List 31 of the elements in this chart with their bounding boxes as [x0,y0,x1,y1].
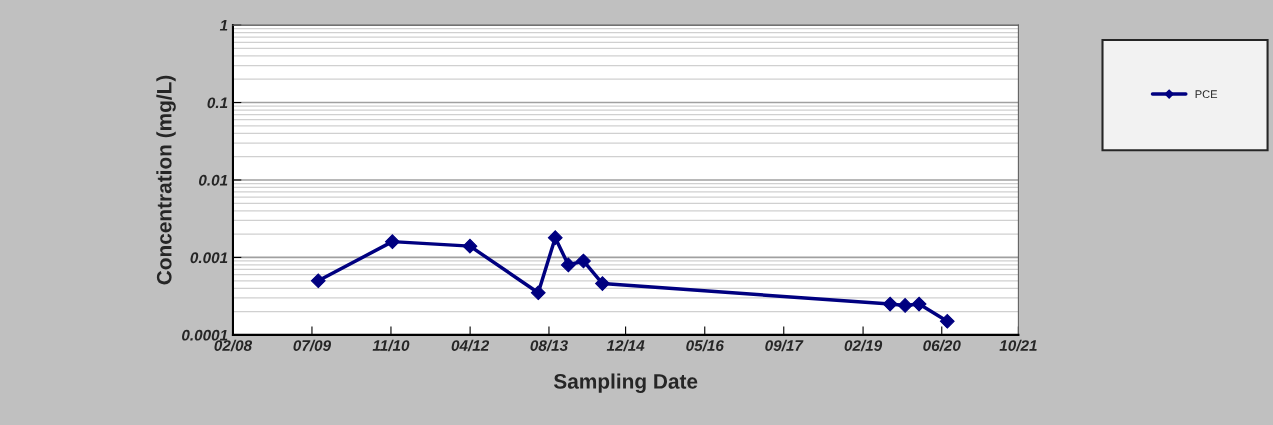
point [384,234,400,250]
x-tick-label: 05/16 [686,339,724,352]
x-tick-label: 09/17 [765,339,804,352]
x-tick-label: 12/14 [606,339,645,352]
point [897,298,913,313]
point [530,285,546,301]
x-tick-label: 11/10 [372,339,410,352]
point [882,296,898,312]
x-tick-label: 06/20 [923,339,961,352]
x-tick-label: 08/13 [530,339,568,352]
y-tick-label: 0.1 [207,97,228,109]
x-tick-label: 02/08 [214,339,253,352]
legend-label: PCE [1195,90,1218,99]
x-tick-label: 04/12 [451,339,490,352]
y-tick-label: 1 [219,20,228,31]
point [310,273,326,289]
point [576,253,591,269]
y-tick-label: 0.01 [199,174,228,186]
x-tick-label: 07/09 [293,339,332,352]
y-axis-title: Concentration (mg/L) [156,75,176,285]
point [547,230,563,246]
point [939,313,955,329]
x-tick-label: 02/19 [844,339,883,352]
point [595,276,610,291]
point [911,296,927,312]
y-tick-label: 0.001 [190,252,228,264]
y-tick-label: 0.0001 [182,329,228,341]
point [560,257,576,273]
x-axis-title: Sampling Date [553,373,698,393]
point [462,238,478,254]
x-tick-label: 10/21 [999,339,1037,352]
